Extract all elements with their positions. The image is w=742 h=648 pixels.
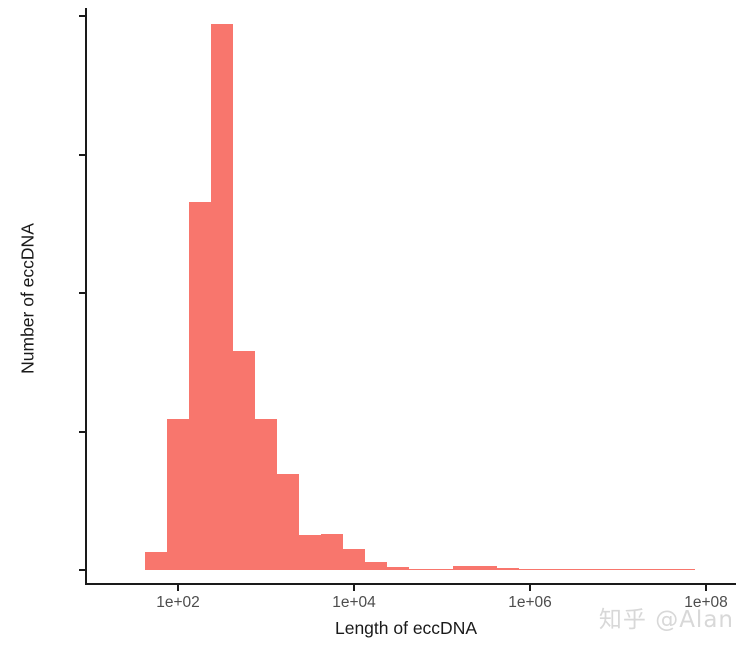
x-axis-tick-mark: [705, 585, 707, 591]
y-axis-title: Number of eccDNA: [17, 223, 38, 374]
histogram-bar: [519, 569, 541, 570]
x-axis-tick-label: 1e+08: [684, 594, 728, 611]
x-axis-tick-label: 1e+02: [156, 594, 200, 611]
y-axis-tick-mark: [79, 153, 85, 156]
x-axis-line: [85, 583, 736, 585]
histogram-bar: [409, 568, 431, 570]
histogram-bar: [167, 419, 189, 570]
y-axis-line: [85, 8, 87, 585]
x-axis-title: Length of eccDNA: [334, 618, 478, 638]
y-axis-tick-mark: [79, 292, 85, 294]
x-axis-tick-label: 1e+06: [508, 594, 552, 611]
histogram-bar: [233, 351, 255, 570]
histogram-bar: [475, 565, 497, 570]
x-axis-tick-label: 1e+04: [332, 594, 376, 611]
y-axis-tick-mark: [79, 15, 85, 17]
histogram-bar: [651, 569, 673, 570]
histogram-bar: [629, 569, 651, 570]
histogram-bar: [387, 566, 409, 570]
histogram-bar: [497, 568, 519, 570]
histogram-bar: [607, 569, 629, 570]
histogram-bar: [431, 569, 453, 570]
y-axis-tick-mark: [79, 569, 85, 571]
histogram-bar: [277, 474, 299, 570]
histogram-bar: [453, 565, 475, 570]
histogram-bar: [211, 24, 233, 570]
x-axis-tick-mark: [177, 585, 179, 591]
plot-panel: [86, 8, 736, 583]
x-axis-tick-mark: [529, 585, 531, 591]
x-axis-tick-mark: [353, 585, 355, 591]
histogram-bar: [585, 569, 607, 570]
histogram-bar: [563, 569, 585, 570]
y-axis-tick-mark: [79, 430, 85, 433]
histogram-bar: [343, 549, 365, 570]
histogram-bar: [145, 552, 167, 570]
histogram-bar: [541, 569, 563, 570]
histogram-bar: [255, 419, 277, 570]
histogram-bar: [299, 535, 321, 570]
histogram-bar: [189, 201, 211, 570]
histogram-bar: [321, 534, 343, 570]
histogram-bar: [673, 569, 695, 570]
histogram-bar: [365, 561, 387, 570]
histogram-bars: [86, 8, 736, 583]
